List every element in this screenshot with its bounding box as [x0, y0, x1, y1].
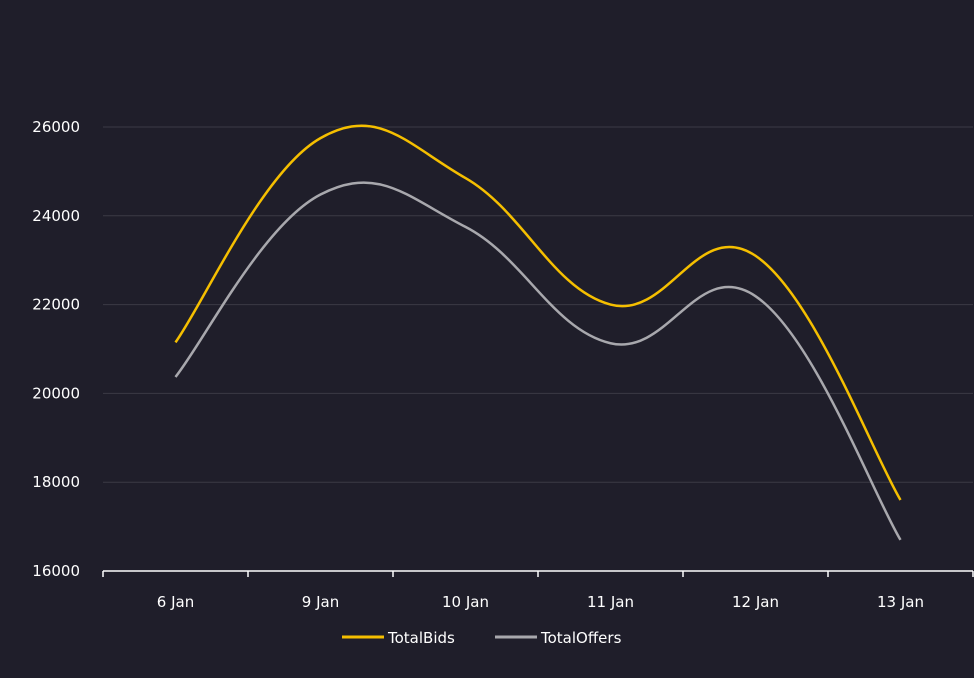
x-tick-label: 12 Jan	[732, 593, 779, 611]
y-tick-label: 20000	[32, 384, 80, 402]
x-tick-label: 11 Jan	[587, 593, 634, 611]
y-axis: 16000 18000 20000 22000 24000 26000	[32, 118, 80, 580]
x-tick-label: 10 Jan	[442, 593, 489, 611]
series-lines	[174, 124, 902, 541]
series-line-totalbids	[174, 124, 902, 501]
legend-label: TotalBids	[387, 629, 455, 647]
legend: TotalBids TotalOffers	[342, 629, 622, 647]
y-tick-label: 24000	[32, 207, 80, 225]
x-axis: 6 Jan 9 Jan 10 Jan 11 Jan 12 Jan 13 Jan	[102, 570, 974, 611]
y-tick-label: 18000	[32, 473, 80, 491]
series-line-totaloffers	[174, 181, 902, 541]
x-tick-label: 9 Jan	[302, 593, 339, 611]
y-tick-label: 16000	[32, 562, 80, 580]
y-tick-label: 22000	[32, 296, 80, 314]
x-tick-label: 13 Jan	[877, 593, 924, 611]
grid-lines	[103, 126, 973, 483]
legend-label: TotalOffers	[540, 629, 622, 647]
x-tick-label: 6 Jan	[157, 593, 194, 611]
y-tick-label: 26000	[32, 118, 80, 136]
